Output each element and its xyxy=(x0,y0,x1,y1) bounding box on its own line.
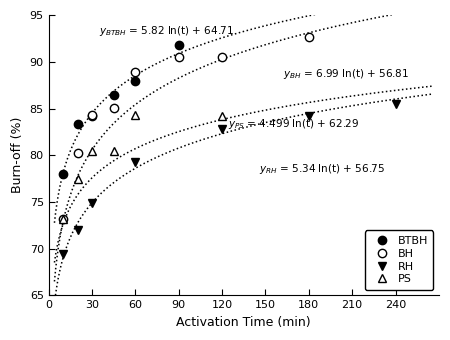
BTBH xyxy=(60,172,66,176)
BH xyxy=(220,55,225,59)
RH xyxy=(75,228,80,232)
RH xyxy=(220,127,225,131)
PS xyxy=(220,114,225,118)
BH xyxy=(60,217,66,221)
Text: $y_{PS}$ = 4.499 ln(t) + 62.29: $y_{PS}$ = 4.499 ln(t) + 62.29 xyxy=(228,117,359,132)
Text: $y_{RH}$ = 5.34 ln(t) + 56.75: $y_{RH}$ = 5.34 ln(t) + 56.75 xyxy=(259,162,385,176)
Text: $y_{BTBH}$ = 5.82 ln(t) + 64.71: $y_{BTBH}$ = 5.82 ln(t) + 64.71 xyxy=(99,23,234,37)
BH xyxy=(111,106,117,110)
BTBH xyxy=(111,92,117,97)
RH xyxy=(60,252,66,256)
PS xyxy=(111,149,117,153)
Y-axis label: Burn-off (%): Burn-off (%) xyxy=(11,117,24,193)
Text: $y_{BH}$ = 6.99 ln(t) + 56.81: $y_{BH}$ = 6.99 ln(t) + 56.81 xyxy=(283,67,409,81)
BH xyxy=(75,151,80,155)
BTBH xyxy=(176,43,181,47)
Line: RH: RH xyxy=(59,100,400,258)
BTBH xyxy=(89,114,94,118)
BTBH xyxy=(133,79,138,83)
PS xyxy=(75,176,80,181)
BTBH xyxy=(75,122,80,126)
PS xyxy=(133,113,138,117)
Line: PS: PS xyxy=(59,111,226,223)
Legend: BTBH, BH, RH, PS: BTBH, BH, RH, PS xyxy=(365,231,433,290)
PS xyxy=(89,149,94,153)
RH xyxy=(306,114,311,118)
Line: BTBH: BTBH xyxy=(59,41,183,178)
Line: BH: BH xyxy=(59,32,313,223)
RH xyxy=(393,102,398,106)
PS xyxy=(60,217,66,221)
BH xyxy=(176,55,181,59)
RH xyxy=(133,160,138,164)
BH xyxy=(89,113,94,117)
RH xyxy=(89,201,94,205)
BH xyxy=(306,35,311,39)
X-axis label: Activation Time (min): Activation Time (min) xyxy=(176,316,311,329)
BH xyxy=(133,70,138,74)
